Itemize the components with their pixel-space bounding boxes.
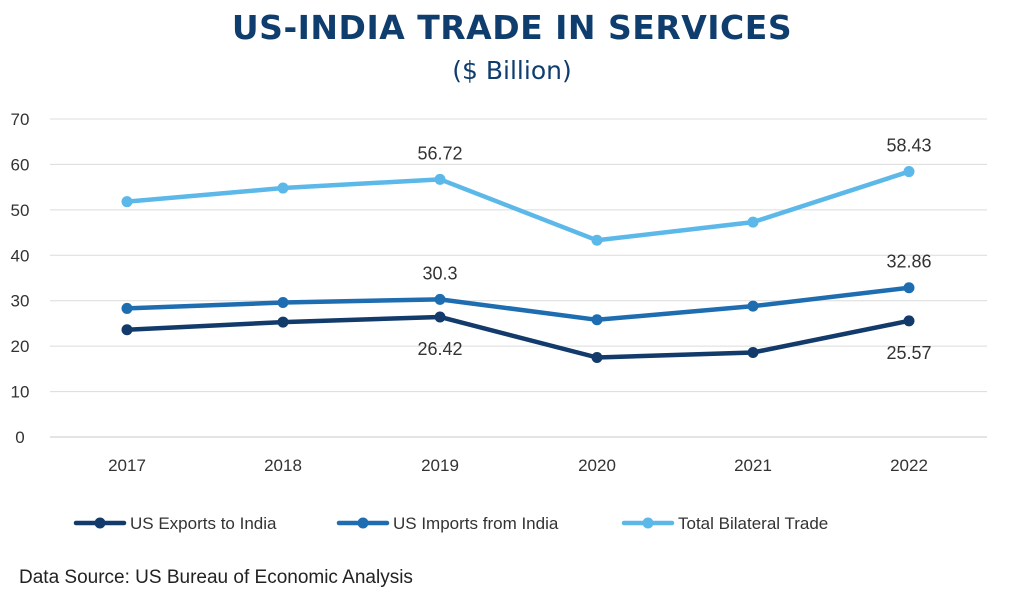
y-axis: 0 10 20 30 40 50 60 70	[11, 110, 30, 447]
data-label: 58.43	[886, 136, 931, 156]
data-point	[591, 234, 603, 246]
y-tick-label: 40	[11, 246, 30, 265]
data-source-note: Data Source: US Bureau of Economic Analy…	[19, 567, 413, 588]
data-point	[277, 182, 289, 194]
data-label: 56.72	[417, 143, 462, 163]
x-axis: 2017 2018 2019 2020 2021 2022	[108, 456, 928, 475]
x-tick-label: 2019	[421, 456, 459, 475]
y-tick-label: 50	[11, 201, 30, 220]
y-tick-label: 60	[11, 155, 30, 174]
data-point	[277, 297, 289, 309]
legend-swatch-dot	[642, 517, 654, 529]
data-point	[434, 311, 446, 323]
chart-title: US-INDIA TRADE IN SERVICES	[231, 8, 793, 47]
data-point	[591, 314, 603, 326]
data-label: 25.57	[886, 343, 931, 363]
legend-item: US Exports to India	[73, 514, 277, 533]
data-point	[434, 293, 446, 305]
series-line	[124, 285, 912, 323]
x-tick-label: 2022	[890, 456, 928, 475]
data-label: 30.3	[422, 263, 457, 283]
x-tick-label: 2021	[734, 456, 772, 475]
legend-label: Total Bilateral Trade	[678, 514, 828, 533]
data-point	[591, 352, 603, 363]
data-point	[747, 300, 759, 312]
data-point	[121, 302, 133, 314]
series-group	[121, 166, 915, 363]
data-point	[121, 196, 133, 208]
data-point	[903, 282, 915, 294]
legend-item: US Imports from India	[336, 514, 559, 533]
legend-label: US Exports to India	[130, 514, 277, 533]
legend-item: Total Bilateral Trade	[621, 514, 828, 533]
series-0	[121, 311, 915, 363]
data-point	[434, 173, 446, 185]
legend: US Exports to India US Imports from India…	[73, 514, 828, 533]
x-tick-label: 2020	[578, 456, 616, 475]
series-line	[124, 314, 912, 360]
data-point	[747, 216, 759, 228]
legend-swatch-dot	[357, 517, 369, 529]
y-tick-label: 70	[11, 110, 30, 129]
gridlines	[50, 118, 987, 438]
data-point	[903, 315, 915, 327]
data-labels: 26.42 25.57 30.3 32.86 56.72 58.43	[417, 136, 931, 363]
x-tick-label: 2017	[108, 456, 146, 475]
data-point	[121, 324, 133, 336]
y-tick-label: 30	[11, 292, 30, 311]
y-tick-label: 10	[11, 383, 30, 402]
data-label: 26.42	[417, 339, 462, 359]
series-2	[121, 166, 915, 246]
series-1	[121, 282, 915, 326]
legend-label: US Imports from India	[393, 514, 559, 533]
x-tick-label: 2018	[264, 456, 302, 475]
chart-subtitle: ($ Billion)	[452, 56, 572, 85]
legend-swatch-dot	[94, 517, 106, 529]
y-tick-label: 0	[15, 428, 24, 447]
data-label: 32.86	[886, 252, 931, 272]
data-point	[747, 347, 759, 359]
data-point	[277, 316, 289, 328]
series-line	[124, 169, 912, 243]
y-tick-label: 20	[11, 337, 30, 356]
data-point	[903, 166, 915, 178]
